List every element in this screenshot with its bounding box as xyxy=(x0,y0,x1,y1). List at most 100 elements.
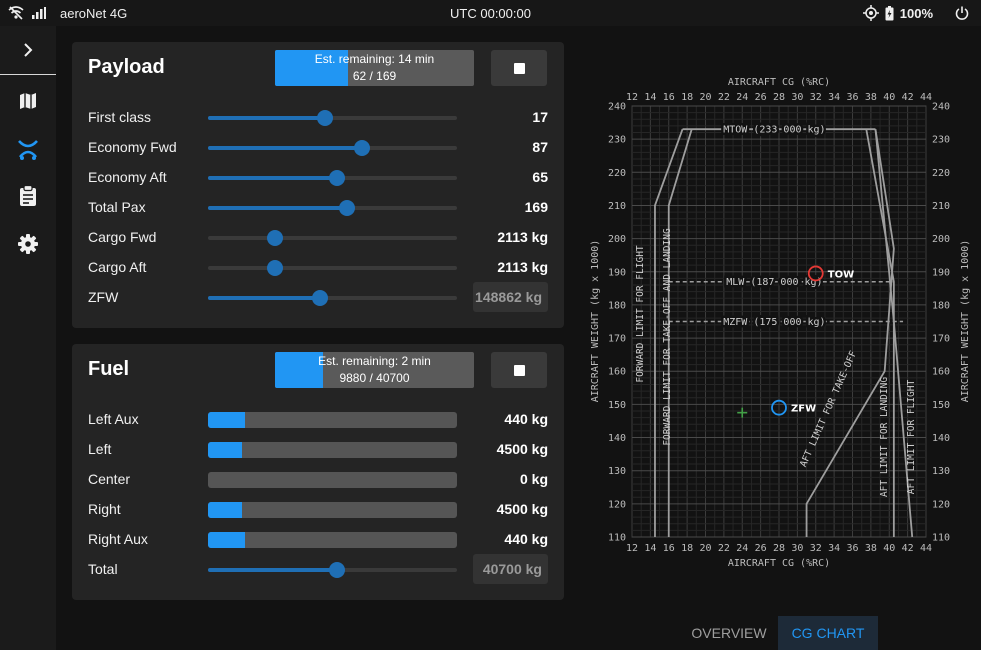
x-tick-label-bottom: 38 xyxy=(865,543,877,554)
y-tick-label-left: 120 xyxy=(608,499,626,510)
cargo-aft-slider[interactable] xyxy=(208,260,457,276)
row-label: Total Pax xyxy=(88,199,146,215)
row-value: 2113 kg xyxy=(497,259,548,275)
tab-cg-chart[interactable]: CG CHART xyxy=(778,616,878,650)
y-tick-label-right: 160 xyxy=(932,367,950,378)
payload-progress-counter: 62 / 169 xyxy=(352,69,397,83)
slider-thumb[interactable] xyxy=(329,170,346,186)
row-label: ZFW xyxy=(88,289,119,305)
y-axis-label-right: AIRCRAFT WEIGHT (kg x 1000) xyxy=(960,240,971,403)
slider-thumb[interactable] xyxy=(312,290,329,306)
chart-title: AIRCRAFT CG (%RC) xyxy=(728,77,830,88)
tick-labels: 12 12 14 14 16 16 18 18 20 20 22 22 24 24 26 26 28 28 30 30… xyxy=(608,92,950,554)
x-tick-label-bottom: 24 xyxy=(736,543,748,554)
x-tick-label-bottom: 22 xyxy=(718,543,730,554)
slider-thumb[interactable] xyxy=(267,230,284,246)
clipboard-icon xyxy=(20,185,36,206)
zfw-label: ZFW xyxy=(791,404,816,415)
payload-row-first-class: First class 17 xyxy=(72,102,564,132)
envelope-label-fwd-flight: FORWARD LIMIT FOR FLIGHT xyxy=(635,245,646,383)
x-tick-label-top: 34 xyxy=(828,92,840,103)
x-tick-label-bottom: 28 xyxy=(773,543,785,554)
slider-thumb[interactable] xyxy=(329,562,346,578)
y-tick-label-left: 230 xyxy=(608,135,626,146)
payload-panel: Payload Est. remaining: 14 min 62 / 169 … xyxy=(72,42,564,328)
power-icon[interactable] xyxy=(955,6,969,20)
mtow-label: MTOW (233 000 kg) xyxy=(723,125,825,136)
y-tick-label-right: 210 xyxy=(932,201,950,212)
y-tick-label-left: 220 xyxy=(608,168,626,179)
economy-aft-slider[interactable] xyxy=(208,170,457,186)
stop-icon xyxy=(513,62,525,74)
slider-thumb[interactable] xyxy=(317,110,334,126)
y-tick-label-left: 140 xyxy=(608,433,626,444)
zfw-value-field: 148862 kg xyxy=(473,282,548,312)
y-tick-label-right: 140 xyxy=(932,433,950,444)
fuel-row-center: Center 0 kg xyxy=(72,464,564,494)
row-value: 4500 kg xyxy=(496,441,548,457)
x-tick-label-bottom: 42 xyxy=(902,543,914,554)
cg-chart-svg: 12 12 14 14 16 16 18 18 20 20 22 22 24 24 26 26 28 28 30 30… xyxy=(590,77,971,569)
y-tick-label-left: 200 xyxy=(608,234,626,245)
x-tick-label-top: 40 xyxy=(883,92,895,103)
row-value: 87 xyxy=(532,139,548,155)
y-tick-label-right: 150 xyxy=(932,400,950,411)
sidebar-item-ground[interactable] xyxy=(0,130,56,170)
row-value: 169 xyxy=(524,199,548,215)
x-tick-label-top: 28 xyxy=(773,92,785,103)
slider-thumb[interactable] xyxy=(267,260,284,276)
right-tank-bar xyxy=(208,502,457,518)
x-tick-label-bottom: 14 xyxy=(644,543,656,554)
sidebar-item-checklist[interactable] xyxy=(0,176,56,216)
fuel-stop-button[interactable] xyxy=(491,352,547,388)
total-pax-slider[interactable] xyxy=(208,200,457,216)
y-tick-label-left: 170 xyxy=(608,334,626,345)
x-tick-label-bottom: 34 xyxy=(828,543,840,554)
x-tick-label-bottom: 44 xyxy=(920,543,932,554)
zfw-slider[interactable] xyxy=(208,290,457,306)
row-label: Total xyxy=(88,561,118,577)
y-tick-label-right: 170 xyxy=(932,334,950,345)
sidebar-item-settings[interactable] xyxy=(0,224,56,264)
slider-thumb[interactable] xyxy=(339,200,356,216)
row-label: Left xyxy=(88,441,112,457)
fuel-row-right-aux: Right Aux 440 kg xyxy=(72,524,564,554)
mlw-label: MLW (187 000 kg) xyxy=(726,277,822,288)
payload-row-total-pax: Total Pax 169 xyxy=(72,192,564,222)
cargo-fwd-slider[interactable] xyxy=(208,230,457,246)
first-class-slider[interactable] xyxy=(208,110,457,126)
x-tick-label-bottom: 36 xyxy=(846,543,858,554)
row-label: Cargo Aft xyxy=(88,259,147,275)
x-tick-label-top: 14 xyxy=(644,92,656,103)
tab-overview[interactable]: OVERVIEW xyxy=(691,625,767,641)
x-tick-label-top: 24 xyxy=(736,92,748,103)
y-tick-label-right: 130 xyxy=(932,466,950,477)
wifi-off-icon xyxy=(8,6,24,20)
tow-marker xyxy=(807,265,824,282)
y-tick-label-right: 240 xyxy=(932,102,950,113)
payload-row-zfw: ZFW 148862 kg xyxy=(72,282,564,312)
aft-limit-takeoff-line xyxy=(805,129,895,537)
payload-progress-fill xyxy=(275,50,349,86)
x-tick-label-top: 18 xyxy=(681,92,693,103)
payload-stop-button[interactable] xyxy=(491,50,547,86)
row-value: 17 xyxy=(532,109,548,125)
x-tick-label-bottom: 40 xyxy=(883,543,895,554)
zfw-marker xyxy=(771,399,787,416)
slider-thumb[interactable] xyxy=(354,140,371,156)
ground-service-icon xyxy=(18,140,38,160)
x-tick-label-top: 38 xyxy=(865,92,877,103)
sidebar-item-map[interactable] xyxy=(0,81,56,121)
y-tick-label-right: 120 xyxy=(932,499,950,510)
status-right: 100% xyxy=(862,0,969,26)
x-tick-label-top: 36 xyxy=(846,92,858,103)
x-tick-label-bottom: 12 xyxy=(626,543,638,554)
fuel-progress: Est. remaining: 2 min 9880 / 40700 xyxy=(275,352,474,388)
fuel-total-slider[interactable] xyxy=(208,562,457,578)
forward-limit-flight-line xyxy=(654,128,684,537)
economy-fwd-slider[interactable] xyxy=(208,140,457,156)
row-label: Left Aux xyxy=(88,411,139,427)
collapse-toggle[interactable] xyxy=(0,30,56,70)
x-tick-label-top: 12 xyxy=(626,92,638,103)
battery-percent: 100% xyxy=(899,5,933,21)
